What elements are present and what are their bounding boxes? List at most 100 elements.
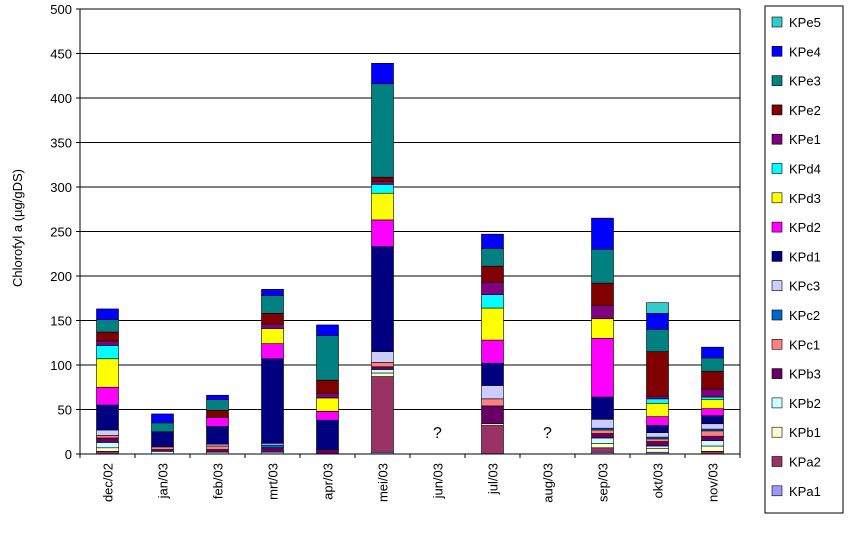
bar-segment <box>646 398 669 404</box>
bar-segment <box>151 413 174 424</box>
x-tick-label: mrt/03 <box>266 463 281 500</box>
legend-label: KPa2 <box>789 455 821 470</box>
y-tick-label: 100 <box>50 358 72 373</box>
legend-label: KPe2 <box>789 103 821 118</box>
legend-item: KPc1 <box>771 337 820 352</box>
legend-item: KPc2 <box>771 308 820 323</box>
bar-segment <box>481 362 504 386</box>
legend-swatch <box>771 104 783 116</box>
bar-stack <box>206 394 229 455</box>
bar-segment <box>591 447 614 453</box>
legend-swatch <box>771 309 783 321</box>
legend-label: KPc2 <box>789 308 820 323</box>
x-tick-label: jul/03 <box>486 463 501 495</box>
bar-stack <box>261 289 284 455</box>
legend-swatch <box>771 456 783 467</box>
legend-item: KPb2 <box>771 396 821 411</box>
legend-swatch <box>771 338 783 350</box>
x-tick-labels: dec/02 jan/03 feb/03 mrt/03 apr/03 mei/03 jun/… <box>101 463 721 503</box>
y-tick-label: 300 <box>50 180 72 195</box>
bar-segment <box>96 404 119 431</box>
bar-stack <box>481 233 504 455</box>
legend-swatch <box>771 133 783 145</box>
bar-segment <box>591 249 614 284</box>
legend-swatch <box>771 16 783 28</box>
bar-segment <box>261 328 284 344</box>
x-tick-label: nov/03 <box>706 463 721 502</box>
legend-item: KPe1 <box>771 132 821 147</box>
y-tick-label: 500 <box>50 2 72 17</box>
bar-segment <box>371 184 394 194</box>
bar-segment <box>591 429 614 434</box>
bar-segment <box>646 395 669 400</box>
legend-swatch <box>771 251 783 262</box>
legend-label: KPc1 <box>789 337 820 352</box>
bar-segment <box>371 62 394 85</box>
bar-segment <box>316 324 339 336</box>
legend-label: KPb3 <box>789 367 821 382</box>
bar-segment <box>151 446 174 450</box>
x-tick-label: aug/03 <box>541 463 556 503</box>
y-tick-label: 250 <box>50 225 72 240</box>
bar-segment <box>701 415 724 425</box>
bar-segment <box>481 265 504 283</box>
bar-segment <box>316 419 339 450</box>
bar-segment <box>481 248 504 267</box>
bar-segment <box>701 430 724 437</box>
x-tick-label: dec/02 <box>101 463 116 502</box>
x-tick-label: okt/03 <box>651 463 666 498</box>
missing-markers: ?? <box>433 425 552 442</box>
x-tick-label: apr/03 <box>321 463 336 500</box>
bar-segment <box>591 318 614 339</box>
bar-segment <box>96 345 119 360</box>
bar-segment <box>371 219 394 247</box>
bar-segment <box>646 432 669 438</box>
bar-segment <box>371 83 394 178</box>
bar-segment <box>261 444 284 449</box>
bar-segment <box>206 394 229 401</box>
legend-swatch <box>771 397 783 409</box>
bar-segment <box>261 323 284 329</box>
legend-item: KPd2 <box>771 220 821 235</box>
legend-label: KPc3 <box>789 279 820 294</box>
bar-segment <box>96 340 119 346</box>
bar-segment <box>646 329 669 352</box>
bar-segment <box>701 423 724 430</box>
legend: KPe5 KPe4 KPe3 KPe2 KPe1 KPd4 KPd3 KPd2 KPd1 KPc3… <box>764 5 844 514</box>
bar-segment <box>316 379 339 394</box>
bar-segment <box>261 343 284 360</box>
bar-segment <box>591 305 614 320</box>
bar-segment <box>371 351 394 363</box>
bar-segment <box>206 449 229 453</box>
legend-label: KPd2 <box>789 220 821 235</box>
bar-segment <box>261 313 284 325</box>
gridlines <box>80 8 740 410</box>
legend-item: KPa2 <box>771 455 821 470</box>
bar-segment <box>371 181 394 185</box>
legend-item: KPe5 <box>771 15 821 30</box>
bar-segment <box>371 192 394 221</box>
legend-label: KPe5 <box>789 15 821 30</box>
bar-segment <box>481 307 504 341</box>
bar-segment <box>316 335 339 381</box>
bar-segment <box>96 319 119 333</box>
bar-segment <box>371 176 394 182</box>
y-tick-label: 150 <box>50 314 72 329</box>
bar-segment <box>96 437 119 443</box>
bar-stack <box>316 324 339 455</box>
bar-segment <box>646 438 669 442</box>
missing-data-marker: ? <box>433 425 442 442</box>
legend-swatch <box>771 192 783 204</box>
legend-item: KPe2 <box>771 103 821 118</box>
y-tick-label: 400 <box>50 91 72 106</box>
bar-segment <box>701 445 724 452</box>
bar-segment <box>316 449 339 455</box>
bar-segment <box>646 302 669 314</box>
bar-segment <box>481 385 504 400</box>
bar-segment <box>646 448 669 453</box>
legend-item: KPb3 <box>771 367 821 382</box>
bar-segment <box>701 408 724 417</box>
bar-stack <box>701 346 724 455</box>
bar-segment <box>591 396 614 420</box>
bar-segment <box>646 445 669 449</box>
